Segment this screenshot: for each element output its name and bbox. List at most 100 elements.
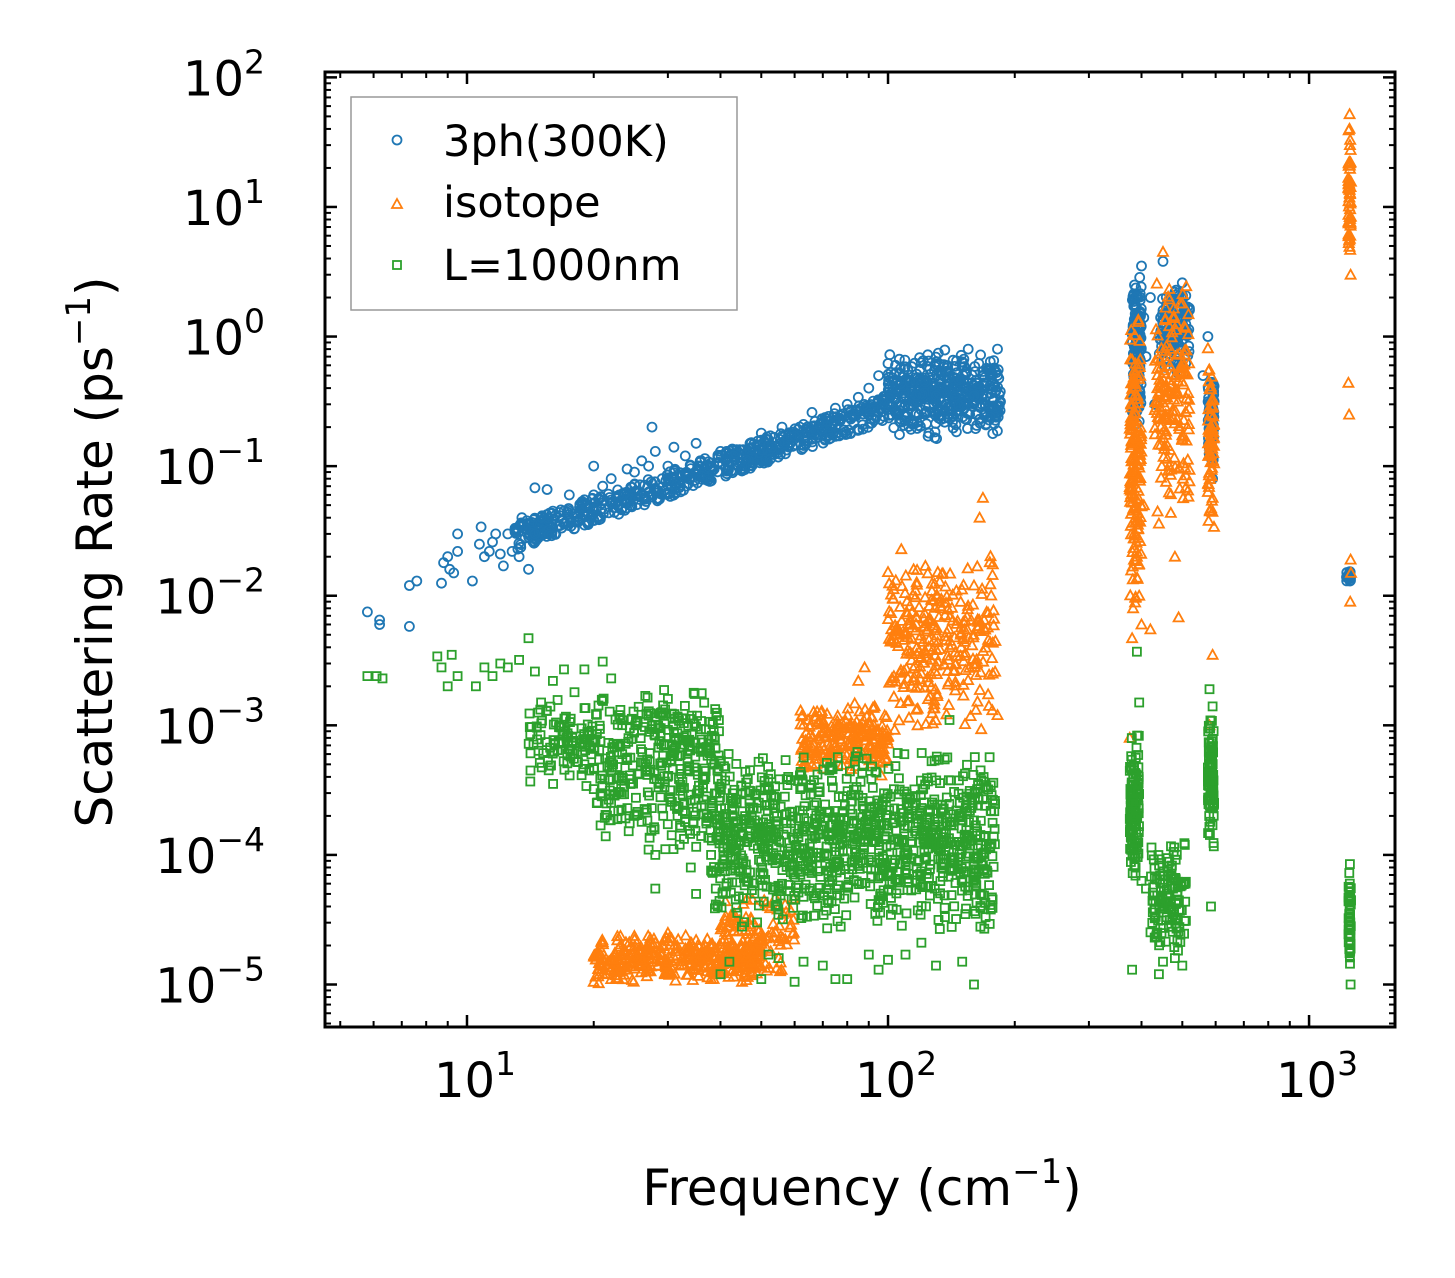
point-boundary — [732, 908, 743, 918]
point-boundary — [818, 764, 829, 775]
point-boundary — [545, 701, 556, 712]
point-boundary — [929, 838, 940, 849]
point-boundary — [623, 826, 634, 837]
point-boundary — [939, 835, 949, 846]
point-isotope — [983, 577, 997, 590]
point-boundary — [799, 813, 809, 823]
point-boundary — [806, 868, 817, 878]
point-3ph — [930, 418, 942, 429]
point-3ph — [891, 376, 903, 387]
point-3ph — [956, 361, 968, 373]
point-3ph — [588, 489, 600, 501]
point-3ph — [873, 370, 884, 382]
point-isotope — [1159, 412, 1173, 425]
point-isotope — [1124, 483, 1138, 496]
point-isotope — [917, 619, 931, 632]
point-isotope — [1168, 416, 1182, 429]
point-isotope — [926, 716, 940, 729]
point-boundary — [1163, 861, 1174, 872]
point-isotope — [1164, 487, 1178, 500]
point-boundary — [947, 816, 957, 827]
point-boundary — [894, 875, 904, 886]
point-boundary — [675, 785, 685, 796]
point-boundary — [1134, 821, 1144, 832]
point-boundary — [659, 685, 669, 695]
point-boundary — [985, 805, 996, 816]
point-boundary — [559, 722, 569, 733]
point-isotope — [1151, 328, 1165, 341]
point-3ph — [852, 391, 864, 403]
point-boundary — [827, 782, 838, 793]
point-isotope — [1128, 406, 1142, 419]
point-boundary — [956, 823, 967, 834]
point-boundary — [649, 824, 660, 835]
point-isotope — [1175, 296, 1189, 309]
point-isotope — [875, 724, 889, 737]
point-isotope — [760, 963, 774, 976]
point-3ph — [756, 444, 768, 456]
point-isotope — [987, 611, 1001, 624]
point-isotope — [816, 738, 830, 751]
point-3ph — [652, 495, 663, 507]
point-boundary — [1130, 804, 1141, 815]
point-3ph — [625, 481, 637, 493]
point-isotope — [955, 582, 969, 595]
point-isotope — [927, 697, 941, 710]
point-isotope — [976, 644, 990, 656]
point-boundary — [752, 917, 762, 928]
point-3ph — [728, 450, 740, 462]
point-isotope — [925, 576, 939, 589]
point-isotope — [657, 939, 671, 951]
point-isotope — [1179, 480, 1193, 493]
point-boundary — [716, 902, 727, 913]
point-isotope — [921, 692, 935, 704]
point-3ph — [668, 441, 680, 453]
point-boundary — [904, 877, 914, 888]
point-boundary — [866, 852, 877, 863]
point-isotope — [746, 945, 760, 957]
point-boundary — [631, 716, 641, 726]
point-boundary — [1147, 907, 1158, 918]
point-isotope — [766, 917, 780, 929]
point-boundary — [857, 812, 868, 823]
point-boundary — [988, 861, 999, 872]
point-isotope — [1202, 422, 1216, 435]
point-3ph — [904, 376, 916, 388]
point-isotope — [610, 929, 624, 942]
point-3ph — [923, 427, 935, 439]
point-isotope — [743, 924, 757, 936]
point-isotope — [982, 699, 996, 711]
point-boundary — [1125, 762, 1135, 772]
point-isotope — [1203, 408, 1218, 421]
point-3ph — [649, 445, 661, 457]
point-isotope — [668, 973, 683, 986]
point-boundary — [837, 820, 848, 831]
point-boundary — [978, 860, 988, 871]
point-3ph — [631, 499, 643, 511]
point-boundary — [962, 759, 972, 770]
point-3ph — [895, 416, 906, 428]
point-isotope — [1130, 549, 1144, 562]
point-boundary — [1157, 878, 1168, 889]
point-3ph — [779, 438, 791, 450]
point-3ph — [513, 551, 525, 563]
point-isotope — [1161, 289, 1175, 302]
point-isotope — [657, 933, 671, 946]
point-isotope — [1133, 514, 1147, 527]
point-boundary — [717, 859, 728, 870]
point-boundary — [784, 886, 795, 896]
point-isotope — [1176, 377, 1191, 390]
point-isotope — [875, 755, 889, 768]
point-isotope — [620, 962, 634, 975]
point-isotope — [1132, 447, 1146, 460]
point-isotope — [889, 674, 903, 687]
point-3ph — [579, 494, 590, 506]
point-isotope — [722, 970, 736, 982]
point-isotope — [1129, 480, 1144, 493]
point-3ph — [723, 461, 734, 472]
point-isotope — [957, 635, 972, 647]
point-3ph — [588, 514, 600, 526]
point-boundary — [720, 803, 730, 813]
point-isotope — [974, 665, 988, 678]
point-boundary — [524, 722, 535, 732]
